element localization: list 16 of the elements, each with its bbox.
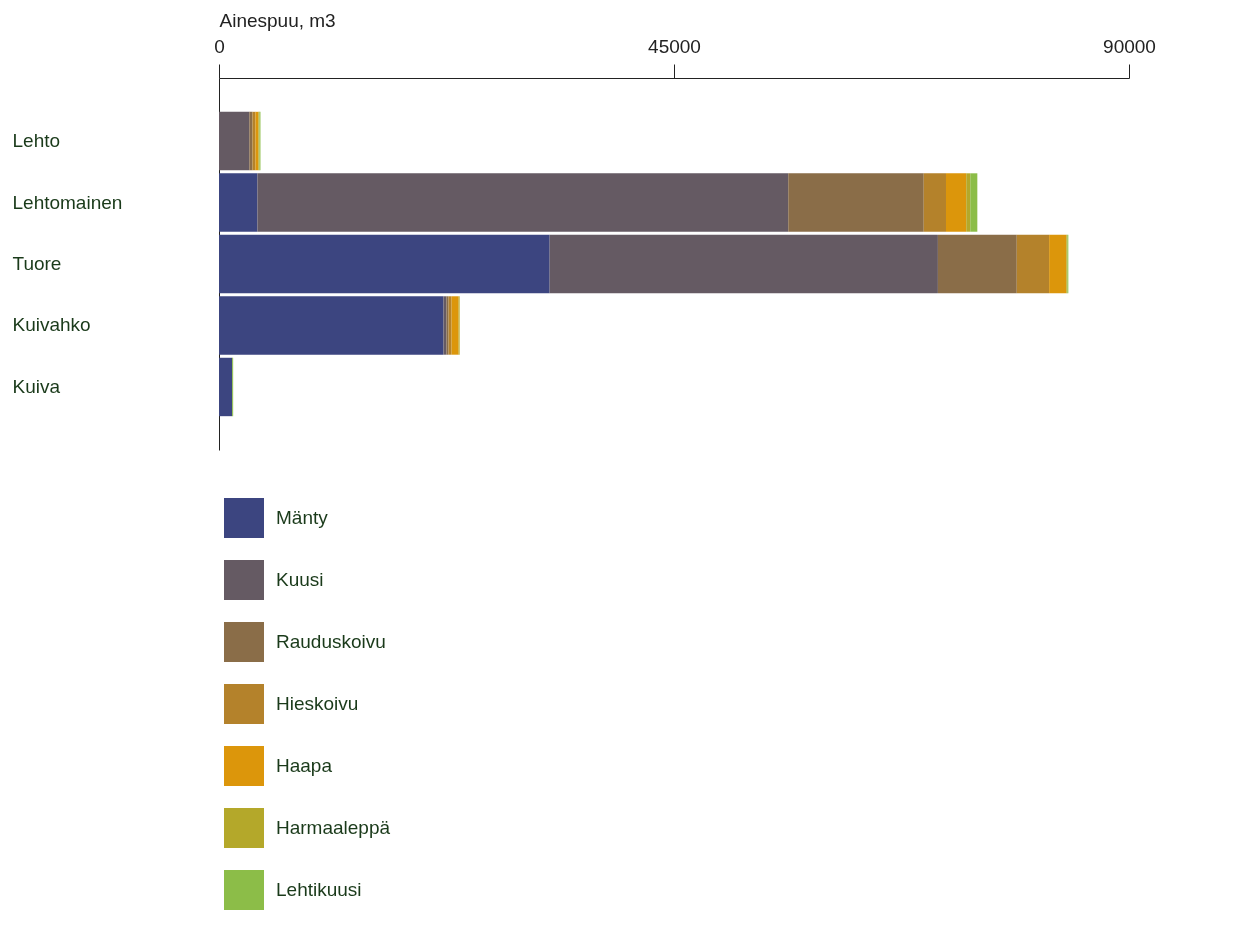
x-tick-label: 0 xyxy=(214,35,225,57)
legend-label: Harmaaleppä xyxy=(276,817,391,838)
legend-label: Lehtikuusi xyxy=(276,879,362,900)
x-axis-title: Ainespuu, m3 xyxy=(219,9,336,31)
y-tick-label: Lehto xyxy=(12,130,61,152)
x-tick-label: 45000 xyxy=(648,35,701,57)
y-tick-label: Tuore xyxy=(12,253,62,274)
legend-label: Hieskoivu xyxy=(276,693,359,714)
legend-label: Rauduskoivu xyxy=(276,631,386,652)
y-tick-label: Kuiva xyxy=(12,375,61,397)
y-tick-label: Lehtomainen xyxy=(12,191,123,213)
y-tick-label: Kuivahko xyxy=(12,314,91,336)
legend-label: Kuusi xyxy=(276,569,324,590)
legend-label: Mänty xyxy=(276,507,329,528)
legend-label: Haapa xyxy=(276,755,333,776)
x-tick-label: 90000 xyxy=(1103,35,1156,57)
